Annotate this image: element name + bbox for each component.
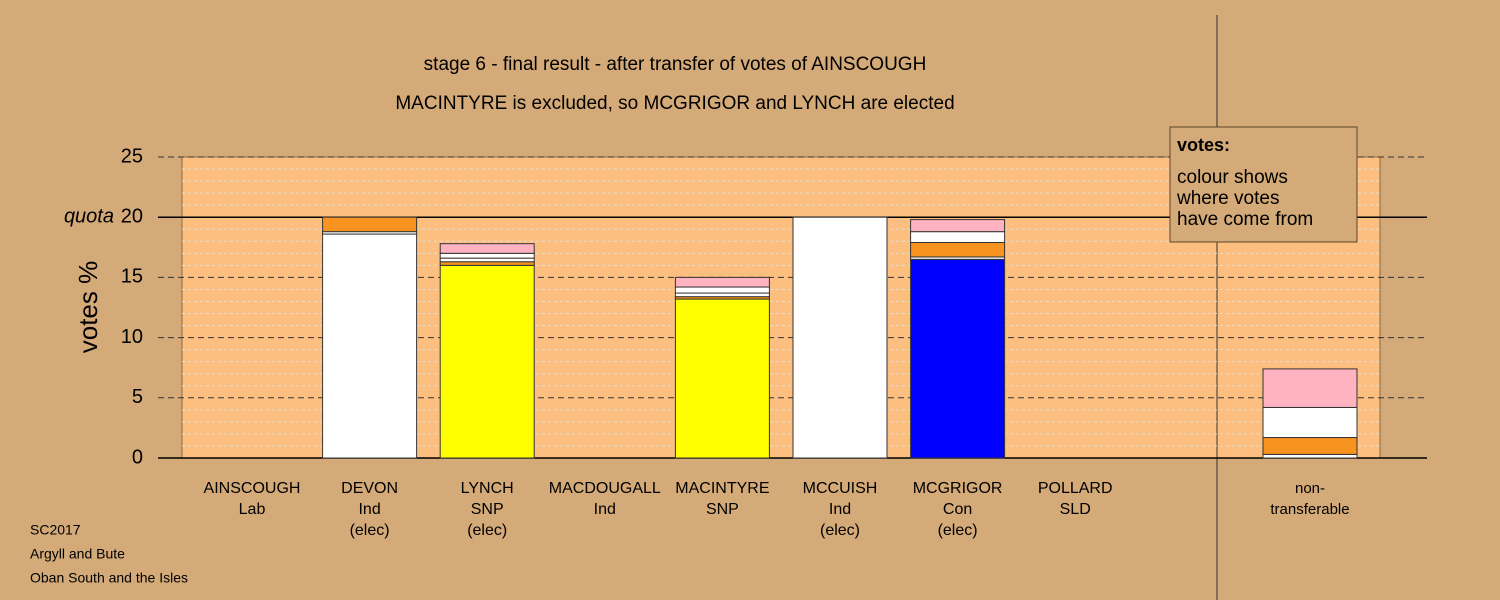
x-tick-label: (elec)	[820, 522, 860, 539]
x-tick-label: (elec)	[938, 522, 978, 539]
x-tick-label: AINSCOUGH	[204, 480, 301, 497]
y-tick-label: 0	[132, 446, 143, 468]
bar-segment	[910, 219, 1006, 233]
y-tick-label: 5	[132, 386, 143, 408]
bar-segment	[439, 257, 535, 263]
y-tick-label: 10	[121, 326, 143, 348]
x-tick-label: (elec)	[467, 522, 507, 539]
x-tick-label: SLD	[1060, 501, 1091, 518]
bar-segment	[674, 298, 770, 459]
x-tick-label: MACDOUGALL	[549, 480, 661, 497]
bar-segment	[1262, 368, 1358, 408]
y-tick-label: 20	[121, 205, 143, 227]
x-tick-label: SNP	[706, 501, 739, 518]
footer-text: SC2017	[30, 522, 81, 538]
bar-segment	[439, 243, 535, 254]
bar-segment	[674, 286, 770, 294]
chart-title: stage 6 - final result - after transfer …	[424, 54, 927, 75]
y-tick-label: 25	[121, 145, 143, 167]
chart-subtitle: MACINTYRE is excluded, so MCGRIGOR and L…	[395, 93, 954, 114]
x-tick-label: POLLARD	[1038, 480, 1113, 497]
bar-segment	[439, 261, 535, 266]
x-tick-label: Ind	[358, 501, 380, 518]
y-axis-label: votes %	[73, 261, 103, 354]
x-tick-label: MCGRIGOR	[913, 480, 1003, 497]
bar-segment	[1262, 437, 1358, 455]
x-tick-label: non-	[1295, 480, 1325, 497]
x-tick-label: Ind	[829, 501, 851, 518]
bar-segment	[439, 264, 535, 459]
x-tick-label: transferable	[1270, 501, 1349, 518]
x-tick-label: (elec)	[350, 522, 390, 539]
bar-segment	[792, 216, 888, 459]
bar-segment	[674, 276, 770, 288]
x-tick-label: Ind	[594, 501, 616, 518]
legend-text: have come from	[1177, 209, 1313, 230]
bar-segment	[910, 241, 1006, 258]
x-tick-label: MCCUISH	[803, 480, 878, 497]
bar-segment	[674, 292, 770, 298]
bars	[322, 216, 1358, 459]
legend-title: votes:	[1177, 135, 1230, 155]
legend-text: colour shows	[1177, 167, 1288, 188]
x-tick-label: SNP	[471, 501, 504, 518]
x-tick-label: LYNCH	[461, 480, 514, 497]
bar-segment	[439, 252, 535, 259]
bar-segment	[910, 231, 1006, 243]
x-tick-label: MACINTYRE	[675, 480, 769, 497]
footer-text: Oban South and the Isles	[30, 570, 188, 586]
y-tick-label: 15	[121, 266, 143, 288]
bar-segment	[1262, 453, 1358, 459]
x-tick-label: Con	[943, 501, 972, 518]
footer-text: Argyll and Bute	[30, 546, 125, 562]
bar-segment	[910, 258, 1006, 459]
quota-label: quota	[64, 205, 114, 227]
legend-box	[1169, 126, 1358, 243]
x-tick-label: Lab	[239, 501, 266, 518]
bar-segment	[322, 216, 418, 233]
bar-segment	[322, 233, 418, 459]
x-tick-label: DEVON	[341, 480, 398, 497]
legend-text: where votes	[1176, 188, 1279, 209]
bar-segment	[1262, 406, 1358, 439]
